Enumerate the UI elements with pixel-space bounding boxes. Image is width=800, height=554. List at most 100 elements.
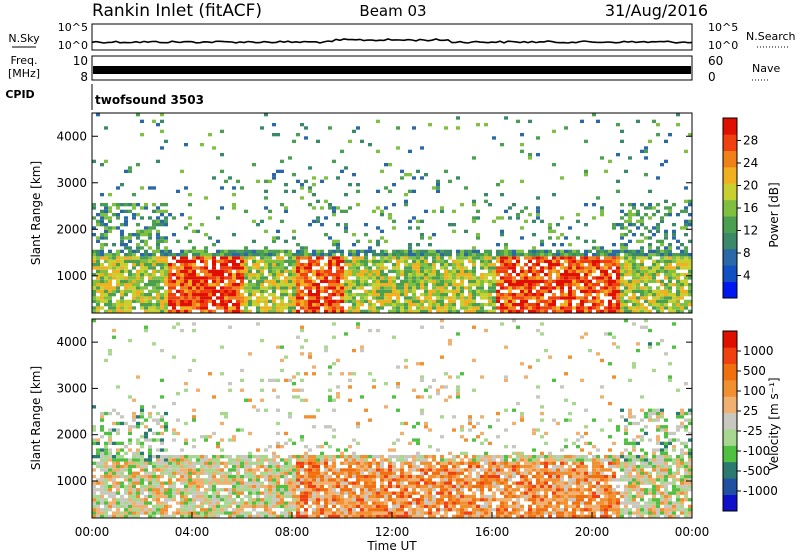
heatmap-cell [140, 216, 144, 220]
heatmap-cell [656, 306, 660, 310]
heatmap-cell [120, 266, 124, 270]
heatmap-cell [272, 514, 276, 519]
heatmap-cell [552, 243, 556, 247]
heatmap-cell [116, 455, 120, 459]
heatmap-cell [144, 286, 148, 290]
heatmap-cell [624, 266, 628, 270]
heatmap-cell [404, 276, 408, 280]
heatmap-cell [276, 501, 280, 505]
heatmap-cell [448, 296, 452, 300]
heatmap-cell [92, 488, 96, 492]
heatmap-cell [92, 293, 96, 297]
heatmap-cell [364, 491, 368, 495]
heatmap-cell [100, 491, 104, 495]
heatmap-cell [396, 514, 400, 519]
heatmap-cell [196, 471, 200, 475]
heatmap-cell [408, 306, 412, 310]
heatmap-cell [652, 226, 656, 230]
heatmap-cell [116, 511, 120, 515]
heatmap-cell [496, 249, 500, 254]
heatmap-cell [120, 279, 124, 284]
heatmap-cell [148, 445, 152, 449]
heatmap-cell [308, 484, 312, 489]
heatmap-cell [132, 193, 136, 197]
heatmap-cell [460, 273, 464, 277]
heatmap-cell [304, 451, 308, 456]
heatmap-cell [324, 286, 328, 290]
heatmap-cell [380, 276, 384, 280]
heatmap-cell [216, 461, 220, 465]
heatmap-cell [352, 468, 356, 472]
heatmap-cell [348, 461, 352, 465]
heatmap-cell [508, 206, 512, 210]
heatmap-cell [484, 273, 488, 277]
heatmap-cell [156, 448, 160, 452]
heatmap-cell [120, 494, 124, 499]
heatmap-cell [140, 408, 144, 412]
heatmap-cell [156, 259, 160, 264]
heatmap-cell [300, 478, 304, 482]
heatmap-cell [192, 468, 196, 472]
heatmap-cell [176, 488, 180, 492]
heatmap-cell [112, 478, 116, 482]
heatmap-cell [260, 126, 264, 130]
heatmap-cell [604, 286, 608, 290]
heatmap-cell [232, 276, 236, 280]
heatmap-cell [260, 491, 264, 495]
heatmap-cell [400, 514, 404, 519]
heatmap-cell [132, 411, 136, 416]
heatmap-cell [476, 209, 480, 214]
heatmap-cell [316, 514, 320, 519]
heatmap-cell [356, 279, 360, 284]
heatmap-cell [100, 508, 104, 512]
heatmap-cell [248, 279, 252, 284]
heatmap-cell [112, 494, 116, 499]
heatmap-cell [636, 256, 640, 260]
heatmap-cell [524, 253, 528, 257]
heatmap-cell [548, 289, 552, 294]
heatmap-cell [188, 468, 192, 472]
heatmap-cell [416, 306, 420, 310]
heatmap-cell [316, 289, 320, 294]
heatmap-cell [348, 206, 352, 210]
heatmap-cell [364, 253, 368, 257]
heatmap-cell [304, 179, 308, 184]
heatmap-cell [400, 491, 404, 495]
heatmap-cell [480, 303, 484, 307]
heatmap-cell [128, 303, 132, 307]
heatmap-cell [340, 488, 344, 492]
heatmap-cell [240, 388, 244, 392]
heatmap-cell [152, 511, 156, 515]
heatmap-cell [464, 309, 468, 314]
heatmap-cell [600, 253, 604, 257]
heatmap-cell [372, 289, 376, 294]
heatmap-cell [516, 259, 520, 264]
heatmap-cell [336, 293, 340, 297]
heatmap-cell [256, 448, 260, 452]
heatmap-cell [156, 299, 160, 304]
heatmap-cell [348, 378, 352, 383]
heatmap-cell [540, 293, 544, 297]
heatmap-cell [464, 229, 468, 234]
heatmap-cell [180, 266, 184, 270]
heatmap-cell [380, 471, 384, 475]
heatmap-cell [256, 478, 260, 482]
heatmap-cell [624, 226, 628, 230]
heatmap-cell [280, 249, 284, 254]
heatmap-cell [280, 309, 284, 314]
heatmap-cell [196, 474, 200, 479]
heatmap-cell [104, 213, 108, 217]
heatmap-cell [380, 299, 384, 304]
heatmap-cell [144, 478, 148, 482]
heatmap-cell [156, 233, 160, 237]
heatmap-cell [592, 303, 596, 307]
heatmap-cell [568, 309, 572, 314]
heatmap-cell [396, 126, 400, 130]
colorbar-tick-label: 12 [743, 224, 758, 238]
heatmap-cell [484, 303, 488, 307]
heatmap-cell [280, 296, 284, 300]
heatmap-cell [416, 458, 420, 462]
heatmap-cell [116, 428, 120, 432]
heatmap-cell [156, 286, 160, 290]
heatmap-cell [208, 484, 212, 489]
